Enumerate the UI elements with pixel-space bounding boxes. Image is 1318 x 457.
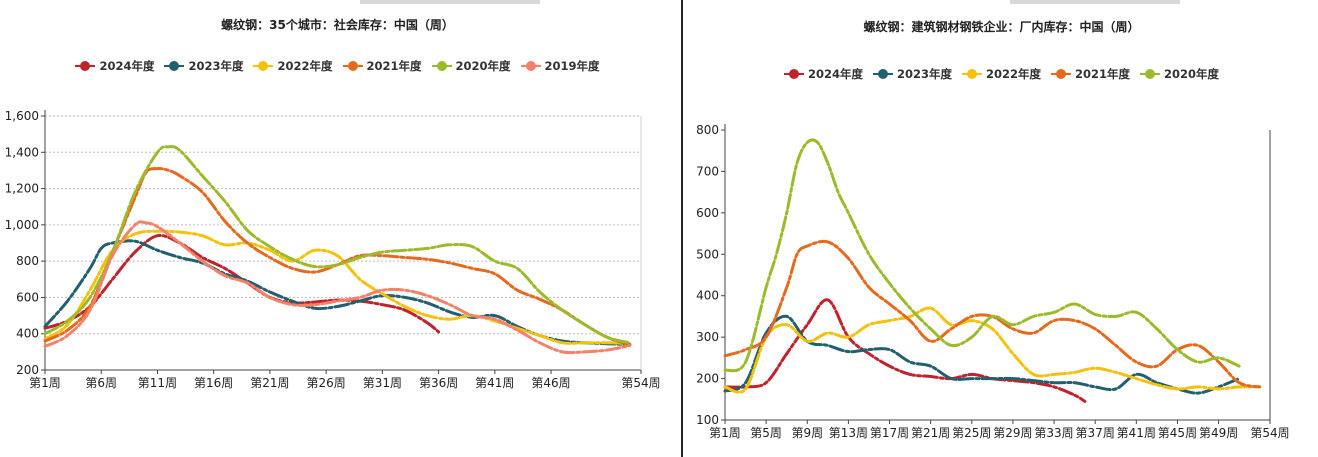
x-tick-label: 第36周 — [419, 376, 458, 390]
legend-item[interactable]: 2022年度 — [961, 66, 1041, 82]
x-tick-label: 第17周 — [870, 426, 909, 440]
x-tick-label: 第46周 — [531, 376, 570, 390]
series-line[interactable] — [43, 233, 441, 334]
x-tick-label: 第5周 — [750, 426, 782, 440]
x-tick-label: 第37周 — [1076, 426, 1115, 440]
legend-marker — [1051, 69, 1071, 79]
legend-item[interactable]: 2020年度 — [431, 58, 511, 74]
x-tick-label: 第1周 — [709, 426, 741, 440]
x-tick-label: 第9周 — [791, 426, 823, 440]
y-tick-label: 600 — [16, 290, 39, 304]
legend-label: 2023年度 — [188, 59, 244, 73]
legend-marker — [342, 61, 363, 71]
x-tick-label: 第41周 — [1117, 426, 1156, 440]
y-tick-label: 100 — [696, 413, 719, 427]
x-tick-label: 第21周 — [911, 426, 950, 440]
series-line[interactable] — [43, 229, 632, 346]
x-tick-label: 第45周 — [1158, 426, 1197, 440]
legend-label: 2020年度 — [455, 59, 511, 73]
y-tick-label: 400 — [696, 289, 719, 303]
y-tick-label: 800 — [16, 254, 39, 268]
legend-item[interactable]: 2020年度 — [1140, 66, 1219, 82]
y-tick-label: 600 — [696, 206, 719, 220]
x-tick-label: 第16周 — [194, 376, 233, 390]
y-tick-label: 500 — [696, 247, 719, 261]
legend-label: 2023年度 — [896, 67, 952, 81]
y-tick-label: 1,000 — [5, 218, 39, 232]
x-tick-label: 第49周 — [1199, 426, 1238, 440]
chart-legend: 2024年度 2023年度 2022年度 2021年度 2020年度 2019年度 — [0, 58, 675, 74]
y-tick-label: 300 — [696, 330, 719, 344]
legend-item[interactable]: 2023年度 — [164, 58, 243, 74]
legend-item[interactable]: 2021年度 — [342, 58, 422, 74]
chart-title: 螺纹钢：35个城市：社会库存：中国（周） — [221, 18, 454, 32]
legend-item[interactable]: 2022年度 — [253, 58, 333, 74]
legend-label: 2020年度 — [1164, 67, 1220, 81]
y-tick-label: 1,400 — [5, 145, 39, 159]
x-tick-label: 第1周 — [29, 376, 61, 390]
x-tick-label: 第21周 — [250, 376, 289, 390]
chart-plot: 200 400 600 800 1,000 1,200 1,400 1,600 第1周 第6周 第1… — [5, 109, 661, 390]
legend-item[interactable]: 2023年度 — [872, 66, 952, 82]
x-tick-label: 第11周 — [138, 376, 177, 390]
x-tick-label: 第41周 — [475, 376, 514, 390]
legend-label: 2022年度 — [277, 59, 333, 73]
legend-marker — [431, 61, 452, 71]
series-line[interactable] — [723, 138, 1241, 373]
y-tick-label: 800 — [696, 123, 719, 137]
legend-marker — [164, 61, 185, 71]
legend-item[interactable]: 2021年度 — [1051, 66, 1130, 82]
x-tick-label: 第13周 — [829, 426, 868, 440]
series-line[interactable] — [43, 145, 632, 345]
y-tick-label: 1,200 — [5, 182, 39, 196]
chart-plot: 100 200 300 400 500 600 700 800 第1周 第5周 第9周 第13周 第17… — [696, 123, 1290, 440]
y-tick-label: 400 — [16, 327, 39, 341]
x-tick-label: 第31周 — [363, 376, 402, 390]
legend-label: 2021年度 — [1075, 67, 1131, 81]
series-line[interactable] — [723, 298, 1087, 403]
x-tick-label: 第33周 — [1034, 426, 1073, 440]
y-tick-label: 1,600 — [5, 109, 39, 123]
legend-item[interactable]: 2024年度 — [783, 66, 863, 82]
x-tick-label: 第54周 — [1250, 426, 1289, 440]
legend-label: 2021年度 — [366, 59, 422, 73]
legend-item[interactable]: 2019年度 — [520, 58, 600, 74]
x-tick-label: 第26周 — [306, 376, 345, 390]
x-tick-label: 第6周 — [85, 376, 117, 390]
x-tick-label: 第54周 — [621, 376, 660, 390]
chart-legend: 2024年度 2023年度 2022年度 2021年度 2020年度 — [685, 66, 1318, 82]
series-line[interactable] — [723, 239, 1262, 389]
legend-label: 2019年度 — [544, 59, 600, 73]
top-cropped-strip — [360, 0, 540, 4]
legend-item[interactable]: 2024年度 — [75, 58, 154, 74]
legend-marker — [961, 69, 982, 79]
y-tick-label: 200 — [696, 372, 719, 386]
legend-marker — [75, 61, 96, 71]
series-line[interactable] — [43, 220, 632, 355]
legend-marker — [520, 61, 541, 71]
legend-label: 2024年度 — [99, 59, 155, 73]
panel-divider — [681, 0, 683, 457]
x-tick-label: 第25周 — [952, 426, 991, 440]
legend-marker — [1140, 69, 1161, 79]
legend-marker — [783, 69, 804, 79]
y-tick-label: 700 — [696, 164, 719, 178]
x-tick-label: 第29周 — [993, 426, 1032, 440]
legend-marker — [872, 69, 893, 79]
legend-marker — [253, 61, 274, 71]
chart-panel-right: 螺纹钢：建筑钢材钢铁企业：厂内库存：中国（周） 2024年度 2023年度 2022… — [685, 0, 1318, 457]
legend-label: 2024年度 — [807, 67, 863, 81]
series-line[interactable] — [723, 306, 1262, 394]
y-tick-label: 200 — [16, 363, 39, 377]
legend-label: 2022年度 — [985, 67, 1041, 81]
top-cropped-strip — [1010, 0, 1180, 4]
chart-panel-left: 螺纹钢：35个城市：社会库存：中国（周） 2024年度 2023年度 2022年度 2… — [0, 18, 675, 390]
chart-title: 螺纹钢：建筑钢材钢铁企业：厂内库存：中国（周） — [863, 20, 1140, 34]
